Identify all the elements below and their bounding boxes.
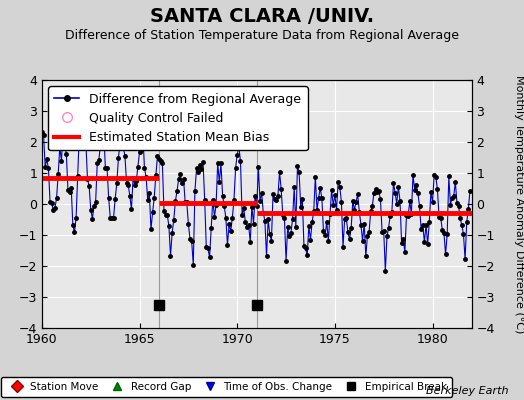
Y-axis label: Monthly Temperature Anomaly Difference (°C): Monthly Temperature Anomaly Difference (… [514, 75, 524, 333]
Text: SANTA CLARA /UNIV.: SANTA CLARA /UNIV. [150, 7, 374, 26]
Text: Berkeley Earth: Berkeley Earth [426, 386, 508, 396]
Text: Difference of Station Temperature Data from Regional Average: Difference of Station Temperature Data f… [65, 29, 459, 42]
Legend: Station Move, Record Gap, Time of Obs. Change, Empirical Break: Station Move, Record Gap, Time of Obs. C… [1, 377, 452, 397]
